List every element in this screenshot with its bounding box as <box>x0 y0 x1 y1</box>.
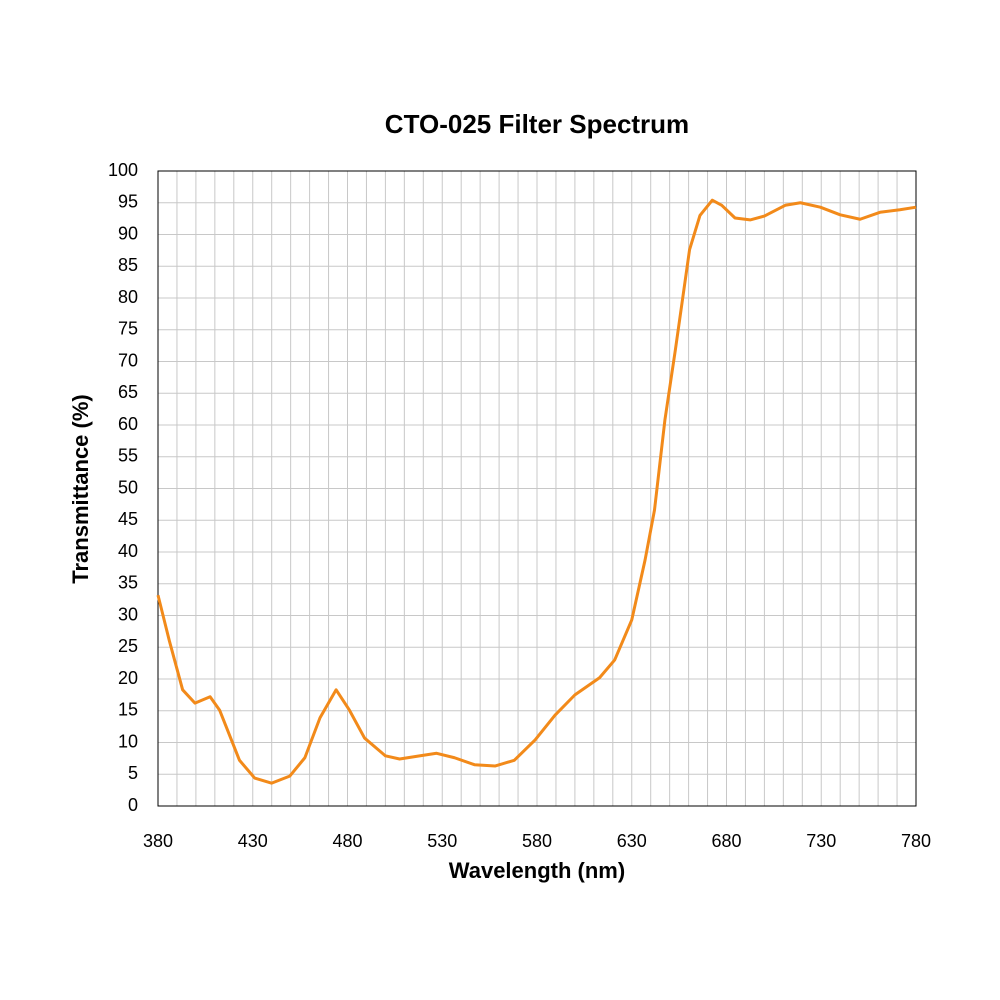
y-tick-label: 15 <box>118 700 138 720</box>
y-tick-label: 50 <box>118 477 138 497</box>
y-tick-label: 100 <box>108 160 138 180</box>
y-tick-label: 60 <box>118 414 138 434</box>
x-axis-label: Wavelength (nm) <box>449 858 625 883</box>
x-tick-label: 480 <box>332 831 362 851</box>
y-tick-label: 65 <box>118 382 138 402</box>
line-series <box>156 198 917 785</box>
y-tick-label: 10 <box>118 731 138 751</box>
x-tick-label: 680 <box>711 831 741 851</box>
y-tick-label: 25 <box>118 636 138 656</box>
y-tick-label: 0 <box>128 795 138 815</box>
x-tick-label: 530 <box>427 831 457 851</box>
y-tick-label: 45 <box>118 509 138 529</box>
x-tick-label: 580 <box>522 831 552 851</box>
x-tick-label: 630 <box>617 831 647 851</box>
x-tick-label: 780 <box>901 831 931 851</box>
y-tick-label: 80 <box>118 287 138 307</box>
y-tick-label: 90 <box>118 223 138 243</box>
y-tick-label: 55 <box>118 446 138 466</box>
y-axis-label: Transmittance (%) <box>68 394 93 584</box>
y-tick-label: 30 <box>118 604 138 624</box>
x-tick-label: 730 <box>806 831 836 851</box>
y-tick-label: 75 <box>118 319 138 339</box>
x-tick-label: 430 <box>238 831 268 851</box>
y-tick-label: 40 <box>118 541 138 561</box>
y-tick-label: 85 <box>118 255 138 275</box>
y-tick-label: 70 <box>118 350 138 370</box>
chart-title: CTO-025 Filter Spectrum <box>385 109 689 139</box>
y-tick-label: 95 <box>118 192 138 212</box>
plot-frame <box>157 170 917 807</box>
y-tick-label: 35 <box>118 573 138 593</box>
y-tick-label: 20 <box>118 668 138 688</box>
x-tick-label: 380 <box>143 831 173 851</box>
y-tick-label: 5 <box>128 763 138 783</box>
